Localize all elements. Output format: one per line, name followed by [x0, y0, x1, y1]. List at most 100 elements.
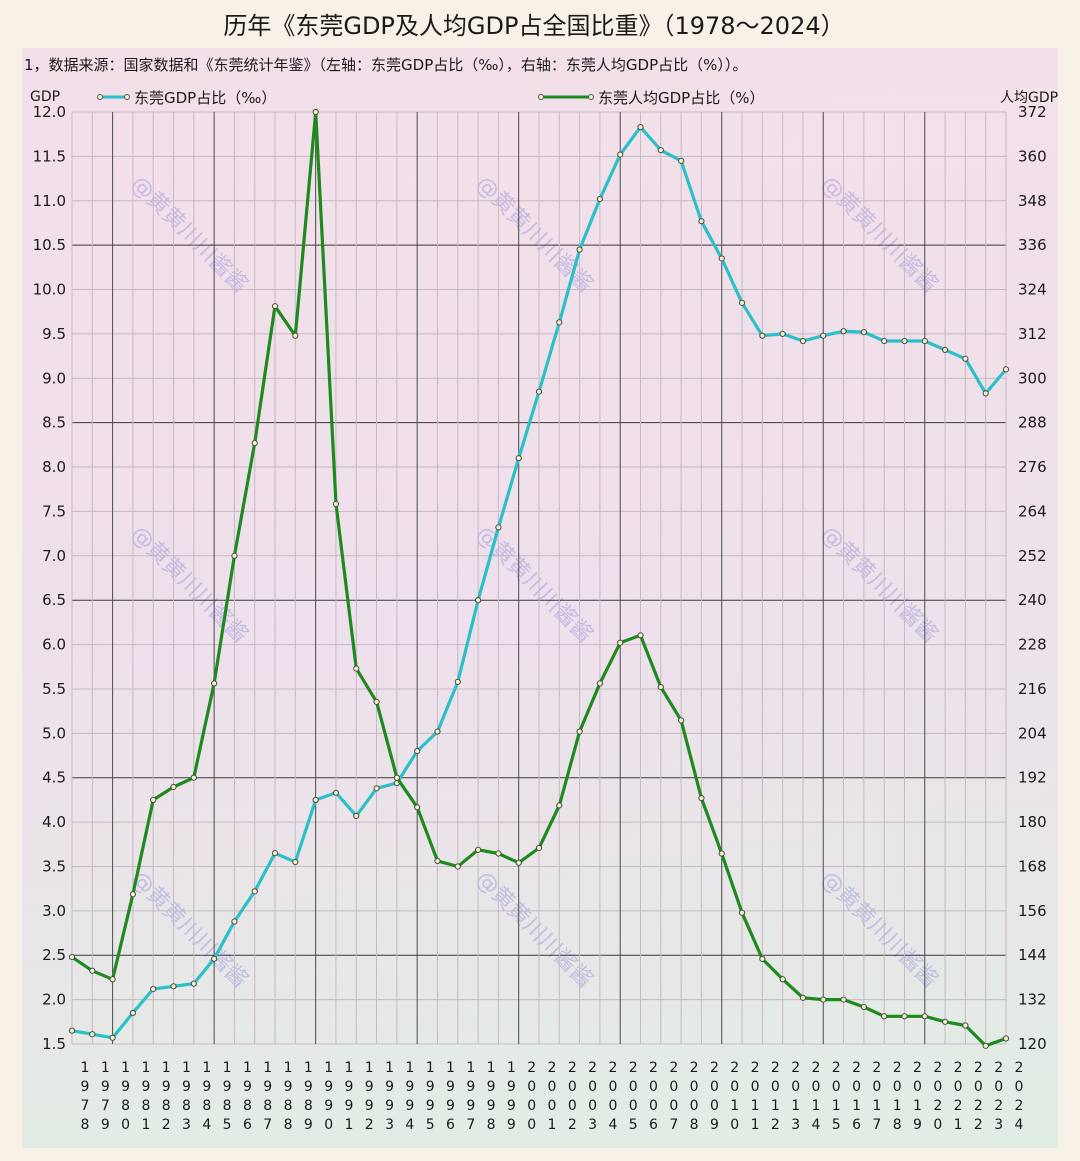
- gdp-share-point: [434, 728, 441, 735]
- left-axis-tick-label: 7.5: [42, 502, 66, 520]
- gdp-share-point: [353, 812, 360, 819]
- per-capita-share-point: [820, 996, 827, 1003]
- per-capita-share-point: [759, 955, 766, 963]
- per-capita-share-point: [231, 552, 238, 559]
- left-axis-ticks: 1.5 2.0 2.5 3.0 3.5 4.0 4.5 5.0 5.5 6.0 6.5 7.0 7.5 8…: [33, 103, 66, 1053]
- data-source-note: 1，数据来源：国家数据和《东莞统计年鉴》（左轴：东莞GDP占比（‰），右轴：东莞…: [24, 56, 747, 74]
- right-axis-ticks: 120 132 144 156 168 180 192 204 216 228 240 252 264 2…: [1018, 103, 1047, 1053]
- per-capita-share-point: [921, 1013, 928, 1020]
- per-capita-share-point: [637, 632, 644, 639]
- per-capita-share-point: [292, 332, 299, 339]
- left-axis-tick-label: 4.5: [42, 769, 66, 787]
- gdp-share-point: [495, 524, 502, 531]
- gdp-share-point: [820, 332, 827, 339]
- per-capita-share-point: [1002, 1035, 1010, 1042]
- gdp-share-point: [231, 918, 238, 925]
- per-capita-share-point: [454, 863, 461, 870]
- legend-gdp-marker-left: [97, 94, 103, 100]
- right-axis-tick-label: 192: [1018, 769, 1047, 787]
- per-capita-share-point: [373, 698, 380, 705]
- left-axis-tick-label: 3.0: [42, 902, 66, 920]
- per-capita-share-point: [150, 796, 157, 804]
- right-axis-tick-label: 144: [1018, 946, 1047, 964]
- left-axis-tick-label: 6.5: [42, 591, 66, 609]
- gdp-share-point: [657, 147, 664, 154]
- per-capita-share-point: [678, 717, 685, 724]
- left-axis-tick-label: 10.5: [33, 236, 66, 254]
- right-axis-tick-label: 360: [1018, 147, 1047, 165]
- right-axis-tick-label: 228: [1018, 636, 1047, 654]
- per-capita-share-point: [840, 996, 847, 1003]
- per-capita-share-point: [881, 1013, 888, 1020]
- x-axis-ticks: 1 9 7 8 1 9 7 9 1 9 8 0 1 9 8 1 1 9 8 2 1 9 8 3 1 9 8 4 1 9 8 5 1 9 8 6 1 9 8 7…: [81, 1060, 1024, 1133]
- gdp-share-point: [556, 319, 563, 326]
- per-capita-share-point: [860, 1003, 867, 1011]
- gdp-share-point: [779, 330, 786, 338]
- gdp-share-point: [718, 255, 725, 262]
- per-capita-share-point: [89, 967, 96, 974]
- gdp-share-point: [617, 151, 624, 158]
- per-capita-share-point: [941, 1018, 949, 1025]
- right-axis-tick-label: 264: [1018, 502, 1047, 520]
- right-axis-tick-label: 300: [1018, 369, 1047, 387]
- gdp-share-point: [535, 388, 543, 395]
- right-axis-tick-label: 216: [1018, 680, 1047, 698]
- gdp-share-point: [454, 678, 461, 685]
- left-axis-tick-label: 1.5: [42, 1035, 66, 1053]
- right-axis-tick-label: 168: [1018, 857, 1047, 875]
- right-axis-tick-label: 132: [1018, 991, 1047, 1009]
- left-axis-title: GDP: [30, 89, 60, 105]
- left-axis-tick-label: 10.0: [33, 281, 66, 299]
- left-axis-tick-label: 12.0: [33, 103, 66, 121]
- gdp-share-point: [68, 1027, 76, 1034]
- gdp-share-point: [576, 246, 583, 253]
- gdp-share-point: [211, 955, 218, 962]
- per-capita-share-point: [211, 680, 218, 687]
- gdp-share-point: [474, 597, 482, 604]
- gdp-share-point: [678, 157, 685, 164]
- grid: [71, 111, 1007, 1045]
- per-capita-share-point: [190, 774, 197, 781]
- gdp-share-point: [799, 337, 807, 345]
- gdp-share-point: [637, 123, 644, 131]
- gdp-share-point: [738, 299, 746, 306]
- per-capita-share-point: [170, 783, 177, 791]
- right-axis-tick-label: 336: [1018, 236, 1047, 254]
- gdp-share-point: [881, 337, 888, 345]
- per-capita-share-point: [251, 439, 258, 447]
- plot-background-overlay: [22, 48, 1058, 1148]
- per-capita-share-point: [434, 857, 441, 865]
- left-axis-tick-label: 11.0: [33, 192, 66, 210]
- right-axis-tick-label: 348: [1018, 192, 1047, 210]
- left-axis-tick-label: 9.5: [42, 325, 66, 343]
- per-capita-share-point: [596, 680, 604, 687]
- right-axis-tick-label: 252: [1018, 547, 1047, 565]
- left-axis-tick-label: 8.5: [42, 414, 66, 432]
- gdp-share-point: [596, 195, 604, 203]
